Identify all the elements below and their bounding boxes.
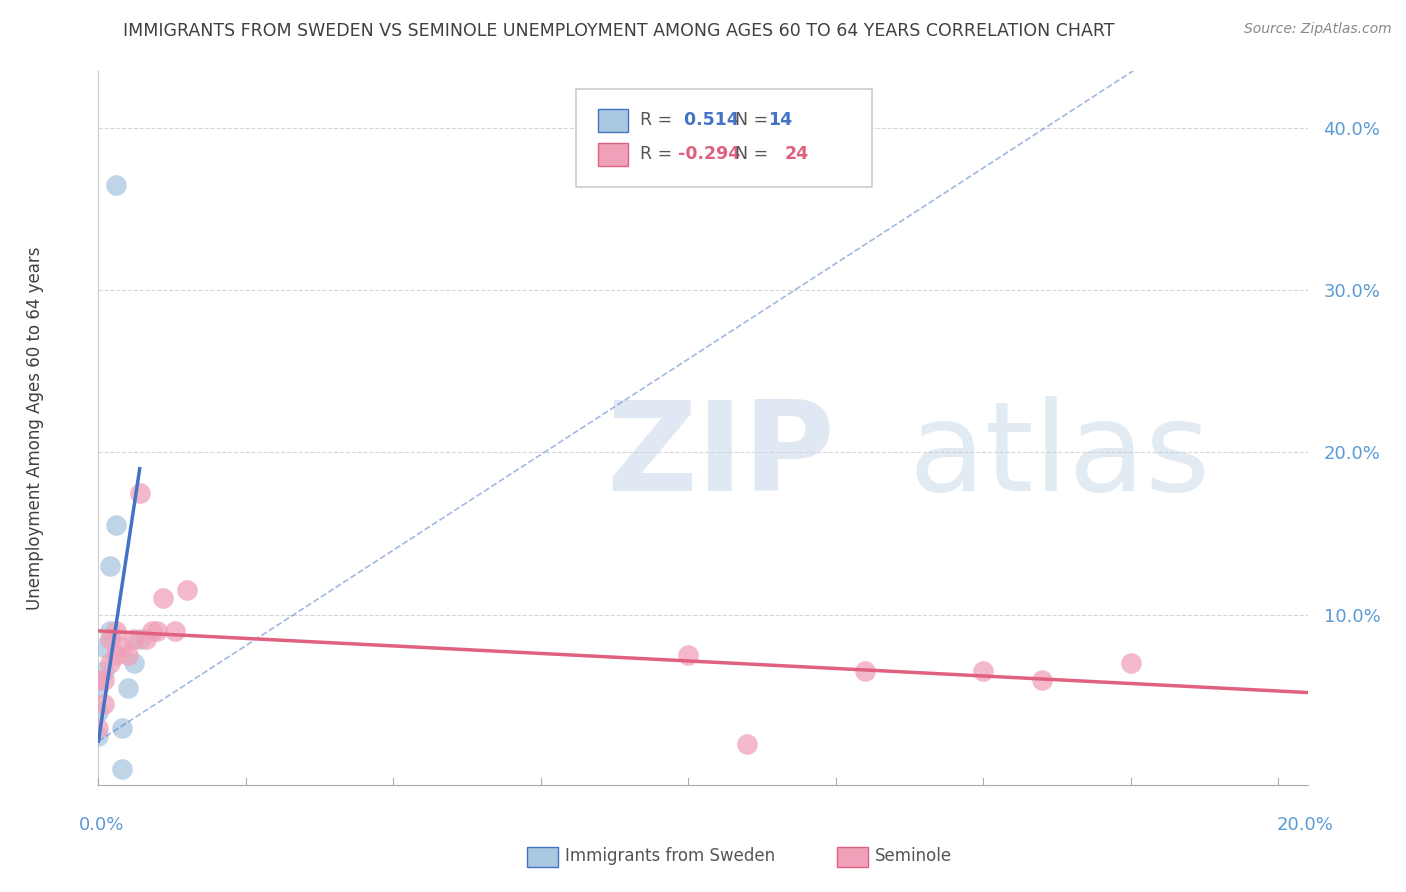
Point bbox=[87, 673, 110, 687]
Point bbox=[87, 705, 110, 719]
Text: 24: 24 bbox=[785, 145, 808, 163]
Text: Unemployment Among Ages 60 to 64 years: Unemployment Among Ages 60 to 64 years bbox=[27, 246, 44, 610]
Point bbox=[1031, 673, 1053, 687]
Text: ZIP: ZIP bbox=[606, 396, 835, 517]
Point bbox=[111, 640, 134, 654]
Point bbox=[105, 518, 128, 533]
Text: R =: R = bbox=[640, 112, 672, 129]
Point bbox=[972, 665, 994, 679]
Point bbox=[98, 657, 121, 671]
Point bbox=[117, 681, 139, 695]
Point bbox=[128, 486, 150, 500]
Text: R =: R = bbox=[640, 145, 672, 163]
Text: N =: N = bbox=[735, 112, 769, 129]
Point bbox=[152, 591, 174, 606]
Point bbox=[111, 721, 134, 735]
Point bbox=[93, 640, 115, 654]
Point bbox=[98, 559, 121, 574]
Point bbox=[853, 665, 876, 679]
Point bbox=[98, 624, 121, 638]
Point bbox=[117, 648, 139, 663]
Point bbox=[105, 648, 128, 663]
Point bbox=[128, 632, 150, 646]
Point bbox=[176, 583, 198, 598]
Point bbox=[678, 648, 700, 663]
Point bbox=[111, 762, 134, 776]
Point bbox=[105, 624, 128, 638]
Point bbox=[141, 624, 163, 638]
Point bbox=[98, 632, 121, 646]
Text: N =: N = bbox=[735, 145, 769, 163]
Text: Source: ZipAtlas.com: Source: ZipAtlas.com bbox=[1244, 22, 1392, 37]
Point bbox=[165, 624, 187, 638]
Text: 14: 14 bbox=[768, 112, 792, 129]
Point bbox=[122, 632, 145, 646]
Point bbox=[105, 178, 128, 192]
Point bbox=[87, 681, 110, 695]
Point bbox=[146, 624, 169, 638]
Point bbox=[93, 673, 115, 687]
Point bbox=[93, 665, 115, 679]
Text: atlas: atlas bbox=[908, 396, 1211, 517]
Point bbox=[87, 729, 110, 743]
Text: 0.0%: 0.0% bbox=[79, 816, 124, 834]
Point bbox=[122, 657, 145, 671]
Text: IMMIGRANTS FROM SWEDEN VS SEMINOLE UNEMPLOYMENT AMONG AGES 60 TO 64 YEARS CORREL: IMMIGRANTS FROM SWEDEN VS SEMINOLE UNEMP… bbox=[122, 22, 1115, 40]
Point bbox=[87, 721, 110, 735]
Text: Immigrants from Sweden: Immigrants from Sweden bbox=[565, 847, 775, 865]
Point bbox=[735, 738, 758, 752]
Point bbox=[93, 697, 115, 711]
Text: Seminole: Seminole bbox=[875, 847, 952, 865]
Text: -0.294: -0.294 bbox=[678, 145, 740, 163]
Text: 20.0%: 20.0% bbox=[1277, 816, 1333, 834]
Text: 0.514: 0.514 bbox=[678, 112, 738, 129]
Point bbox=[135, 632, 157, 646]
Point bbox=[1119, 657, 1142, 671]
